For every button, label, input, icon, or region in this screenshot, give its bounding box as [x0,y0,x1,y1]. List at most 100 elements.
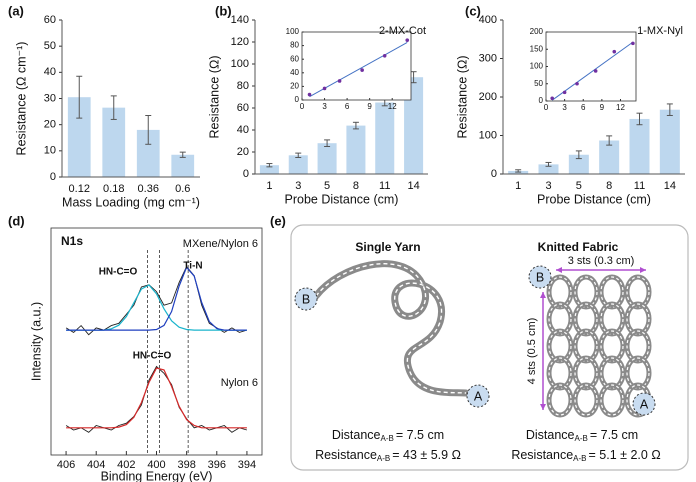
x-tick-label: 5 [324,180,330,192]
y-tick-label: 20 [237,146,249,158]
label: Resistance [315,448,377,462]
x-tick-label: 6 [345,102,350,111]
subscript: A-B [573,454,586,463]
y-tick-label: 20 [44,119,56,131]
x-tick-label: 398 [177,459,195,471]
x-tick-label: 406 [57,459,75,471]
end-markers: B A B A [294,265,656,416]
x-tick-label: 0.12 [69,183,90,195]
x-tick-label: 8 [353,180,359,192]
panel-label: (c) [465,3,481,18]
bar [404,77,424,174]
end-b-label: B [536,270,544,284]
knit-dash [548,384,572,416]
x-tick-label: 3 [545,180,551,192]
knit-dash [574,276,598,308]
x-tick-label: 8 [606,180,612,192]
y-tick-label: 200 [479,91,497,103]
x-tick-label: 0.6 [175,183,190,195]
y-tick-label: 60 [290,54,299,63]
x-tick-label: 0.18 [103,183,124,195]
knit-dash [600,357,624,389]
bar [67,97,91,177]
x-tick-label: 11 [379,180,390,192]
bar [317,143,337,174]
value: = 43 ± 5.9 Ω [392,448,461,462]
y-axis-label: Resistance (Ω) [207,56,221,139]
y-axis-label: Resistance (Ω) [455,56,469,139]
panel-label: (b) [215,3,232,18]
bar [629,118,650,174]
knit-dash [626,276,650,308]
y-axis-label: Resistance (Ω cm⁻¹) [14,42,28,156]
x-tick-label: 5 [576,180,582,192]
x-tick-label: 9 [367,102,372,111]
panel-e-box [290,224,689,471]
annotation: Nylon 6 [221,377,258,389]
subscript: A-B [377,454,390,463]
fabric-distance: DistanceA-B = 7.5 cm [526,428,638,443]
bar [259,165,279,174]
point [322,86,327,91]
bar [346,125,366,174]
knit-dash [548,330,572,362]
bar [659,109,680,174]
plot-frame [301,31,412,101]
y-tick-label: 0 [243,168,249,180]
y-tick-label: 20 [290,82,299,91]
point [593,69,598,73]
x-tick-label: 6 [581,103,586,112]
fabric-resistance: ResistanceA-B = 5.1 ± 2.0 Ω [511,448,660,463]
knit-dash [548,357,572,389]
knit-dash [574,330,598,362]
x-tick-label: 11 [634,180,645,192]
value: = 7.5 cm [590,428,638,442]
point [550,96,555,101]
y-tick-label: 300 [479,52,497,64]
x-tick-label: 0.36 [138,183,159,195]
yarn-title: Single Yarn [355,240,420,254]
label: Distance [526,428,575,442]
plot-frame [545,31,637,102]
y-tick-label: 60 [237,102,249,114]
knitted-fabric [546,274,652,418]
value: = 7.5 cm [396,428,444,442]
y-tick-label: 40 [44,66,56,78]
y-tick-label: 0 [295,95,300,104]
x-tick-label: 1 [515,180,521,192]
knit-dash [574,357,598,389]
fabric-title: Knitted Fabric [538,240,619,254]
panel-label: (e) [270,213,286,228]
trend-line [551,41,634,101]
label: Distance [332,428,381,442]
x-axis-label: Binding Energy (eV) [101,469,213,482]
x-tick-label: 400 [147,459,165,471]
x-tick-label: 12 [616,103,625,112]
end-a-label: A [474,389,483,403]
y-tick-label: 100 [286,27,300,36]
x-tick-label: 14 [407,180,419,192]
annotation: N1s [61,234,83,248]
height-label: 4 sts (0.5 cm) [526,318,538,385]
y-tick-label: 50 [534,79,543,88]
x-tick-label: 12 [388,102,397,111]
bar [288,155,308,174]
annotation: MXene/Nylon 6 [183,238,258,250]
y-tick-label: 100 [530,62,544,71]
series-line [66,367,247,429]
point [360,68,364,72]
knit-dash [574,303,598,335]
width-label: 3 sts (0.3 cm) [568,255,635,267]
x-tick-label: 396 [208,459,226,471]
knit-dash [574,384,598,416]
knit-dash [626,357,650,389]
y-tick-label: 100 [231,58,249,70]
bar [102,107,126,177]
bar [171,154,195,177]
knit-dash [600,276,624,308]
value: = 5.1 ± 2.0 Ω [589,448,661,462]
x-tick-label: 3 [295,180,301,192]
x-axis-label: Mass Loading (mg cm⁻¹) [62,195,200,209]
knit-dash [626,330,650,362]
